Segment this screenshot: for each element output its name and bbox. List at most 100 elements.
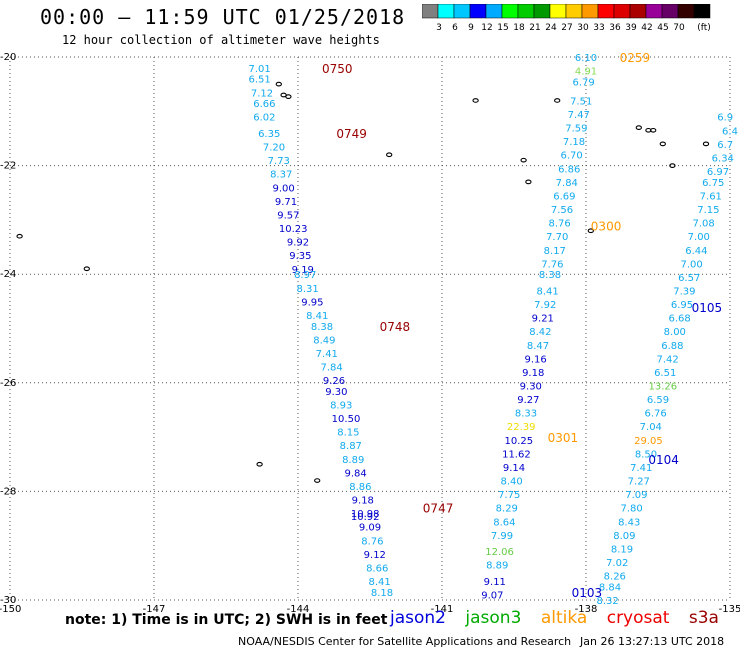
island-outline [314,478,321,483]
wave-height-label: 7.84 [320,363,342,374]
wave-height-label: 4.91 [575,67,597,78]
legend-altika: altika [540,608,588,628]
wave-height-label: 7.09 [625,490,647,501]
island-outline [275,81,282,87]
units-note: note: 1) Time is in UTC; 2) SWH is in fe… [65,612,388,628]
wave-height-label: 8.19 [611,544,633,555]
wave-height-label: 6.9 [717,113,733,124]
wave-height-label: 7.56 [551,205,573,216]
wave-height-label: 7.51 [570,96,592,107]
wave-height-label: 9.18 [522,368,544,379]
wave-height-label: 6.79 [572,77,594,88]
wave-height-label: 6.75 [702,178,724,189]
wave-height-label: 7.08 [692,219,714,230]
wave-height-label: 9.09 [359,523,381,534]
wave-height-label: 8.00 [664,327,686,338]
wave-height-label: 8.37 [270,170,292,181]
wave-height-label: 7.47 [568,110,590,121]
wave-height-label: 8.41 [306,311,328,322]
wave-height-label: 8.38 [539,270,561,281]
wave-height-label: 8.17 [544,246,566,257]
wave-height-label: 7.61 [700,191,722,202]
colorbar-swatch [693,4,711,19]
x-tick-label: -138 [575,604,598,615]
wave-height-label: 6.86 [558,164,580,175]
legend-jason2: jason2 [390,608,446,628]
wave-height-label: 7.76 [541,259,563,270]
island-outline [16,233,23,239]
wave-height-label: 7.59 [565,124,587,135]
x-tick-label: -135 [719,604,740,615]
y-tick-label: -20 [0,52,16,63]
wave-height-label: 8.43 [618,517,640,528]
colorbar-tick-label: 33 [593,23,604,33]
wave-height-label: 9.19 [292,265,314,276]
wave-height-label: 8.89 [342,455,364,466]
wave-height-label: 9.71 [275,197,297,208]
wave-height-label: 8.50 [635,449,657,460]
island-outline [472,98,479,103]
colorbar-tick-label: 3 [436,23,442,33]
island-outline [83,266,90,272]
wave-height-label: 9.26 [323,376,345,387]
wave-height-label: 6.35 [258,129,280,140]
wave-height-label: 8.41 [536,286,558,297]
island-outline [520,157,527,163]
generation-timestamp: Jan 26 13:27:13 UTC 2018 [580,635,725,648]
island-outline [285,94,292,99]
island-outline [386,152,393,158]
colorbar-tick-label: 9 [468,23,474,33]
wave-height-label: 6.7 [717,140,733,151]
wave-height-label: 9.11 [484,577,506,588]
wave-height-label: 7.92 [534,300,556,311]
wave-height-label: 10.50 [332,414,361,425]
pass-time-label: 0301 [548,431,579,445]
wave-height-label: 8.64 [493,517,515,528]
colorbar-tick-label: 45 [657,23,668,33]
wave-height-label: 29.05 [634,436,663,447]
wave-height-label: 7.75 [498,490,520,501]
wave-height-label: 6.88 [661,341,683,352]
pass-time-label: 0747 [423,502,454,516]
colorbar-tick-label: 42 [641,23,652,33]
wave-height-label: 7.80 [620,504,642,515]
x-tick-label: -141 [431,604,454,615]
wave-height-label: 6.10 [575,53,597,64]
wave-height-label: 9.14 [503,463,525,474]
wave-height-label: 8.84 [599,582,621,593]
wave-height-label: 10.25 [504,436,533,447]
wave-height-label: 8.09 [613,531,635,542]
wave-height-label: 7.00 [688,232,710,243]
wave-height-label: 6.68 [668,314,690,325]
colorbar-tick-label: 6 [452,23,458,33]
pass-time-label: 0300 [591,219,622,233]
wave-height-label: 10.98 [351,509,380,520]
x-tick-label: -144 [287,604,310,615]
wave-height-label: 7.15 [697,205,719,216]
wave-height-label: 6.51 [654,368,676,379]
colorbar-tick-label: 18 [513,23,525,33]
legend-jason3: jason3 [465,608,522,628]
wave-height-label: 8.66 [366,563,388,574]
island-outline [587,228,594,234]
chart-subtitle: 12 hour collection of altimeter wave hei… [62,33,380,47]
x-tick-label: -147 [143,604,166,615]
y-tick-label: -26 [0,378,16,389]
colorbar-tick-label: 21 [529,23,540,33]
y-tick-label: -30 [0,595,16,606]
wave-height-label: 11.62 [502,449,531,460]
wave-height-label: 7.99 [491,531,513,542]
wave-height-label: 12.06 [485,547,514,558]
wave-height-label: 6.59 [647,395,669,406]
wave-height-label: 6.66 [253,99,275,110]
legend-cryosat: cryosat [606,608,670,628]
color-scale-legend: 3 6 9 12 15 18 21 24 27 30 33 36 39 42 45 70 (ft) [422,4,711,33]
wave-height-label: 7.84 [556,178,578,189]
wave-height-label: 9.30 [520,382,542,393]
pass-time-label: 0749 [336,127,367,141]
wave-height-label: 8.76 [548,219,570,230]
wave-height-label: 9.00 [272,183,294,194]
wave-height-label: 8.89 [486,561,508,572]
